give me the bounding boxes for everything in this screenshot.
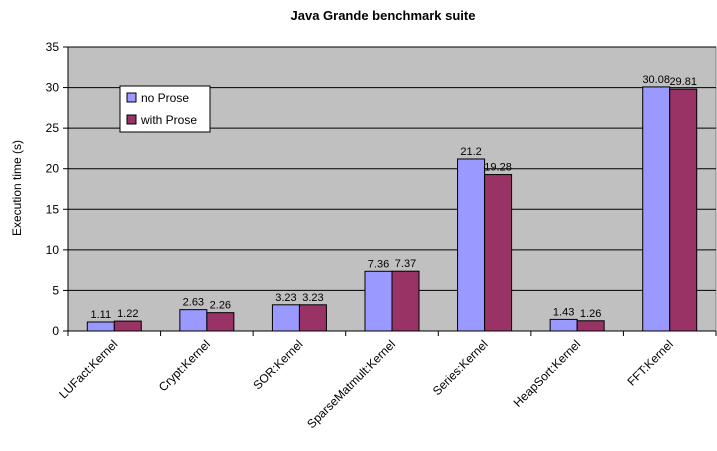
data-label: 19.28 — [484, 162, 512, 174]
x-tick-label: FFT:Kernel — [624, 337, 675, 388]
bar-with-prose — [576, 320, 605, 332]
bar-no-prose — [271, 304, 300, 332]
x-axis-ticks: LUFact:Kernel Crypt:Kernel SOR:KernelSpars… — [56, 331, 717, 431]
y-tick-label: 20 — [46, 162, 60, 176]
data-label: 2.63 — [183, 297, 204, 309]
bar-no-prose — [364, 270, 393, 332]
data-label: 3.23 — [302, 292, 323, 304]
y-tick-label: 15 — [46, 202, 60, 216]
legend: no Prose with Prose — [119, 85, 211, 133]
data-label: 30.08 — [642, 74, 670, 86]
y-axis-ticks: 0 5 10 15 20 25 30 35 — [46, 40, 68, 338]
legend-swatch — [126, 92, 137, 103]
chart-title: Java Grande benchmark suite — [291, 8, 476, 23]
bar-with-prose — [206, 312, 235, 332]
x-tick-label: Crypt:Kernel — [156, 337, 213, 394]
data-label: 7.36 — [368, 258, 389, 270]
bar-with-prose — [113, 320, 142, 332]
y-tick-label: 10 — [46, 243, 60, 257]
y-tick-label: 25 — [46, 121, 60, 135]
bar-with-prose — [298, 304, 327, 332]
data-label: 2.26 — [210, 300, 231, 312]
bar-no-prose — [549, 318, 578, 332]
bar-no-prose — [179, 309, 208, 332]
bar-with-prose — [484, 174, 513, 332]
x-tick-label: HeapSort:Kernel — [511, 337, 584, 410]
bar-no-prose — [642, 86, 671, 332]
bar-no-prose — [86, 321, 115, 332]
data-label: 21.2 — [460, 146, 481, 158]
legend-swatch — [126, 114, 137, 125]
data-labels: 1.11 1.22 2.63 2.26 3.23 3.23 7.36 7.37 21.219.2… — [90, 74, 696, 321]
bar-with-prose — [391, 270, 420, 332]
x-tick-label: SOR:Kernel — [250, 337, 305, 392]
y-tick-label: 5 — [52, 283, 59, 297]
y-tick-label: 35 — [46, 40, 60, 54]
data-label: 1.43 — [553, 306, 574, 318]
bar-with-prose — [669, 88, 698, 332]
data-label: 29.81 — [669, 76, 697, 88]
legend-label: no Prose — [141, 91, 189, 105]
data-label: 1.22 — [117, 308, 138, 320]
data-label: 3.23 — [275, 292, 296, 304]
data-label: 7.37 — [395, 258, 416, 270]
bar-no-prose — [457, 158, 486, 332]
data-label: 1.26 — [580, 308, 601, 320]
legend-label: with Prose — [140, 113, 197, 127]
data-label: 1.11 — [90, 309, 111, 321]
y-tick-label: 30 — [46, 81, 60, 95]
bars — [86, 86, 698, 332]
y-axis-title: Execution time (s) — [10, 140, 24, 236]
y-tick-label: 0 — [52, 324, 59, 338]
x-tick-label: Series:Kernel — [430, 337, 491, 398]
x-tick-label: LUFact:Kernel — [56, 337, 120, 401]
x-tick-label: SparseMatmult:Kernel — [304, 337, 398, 431]
